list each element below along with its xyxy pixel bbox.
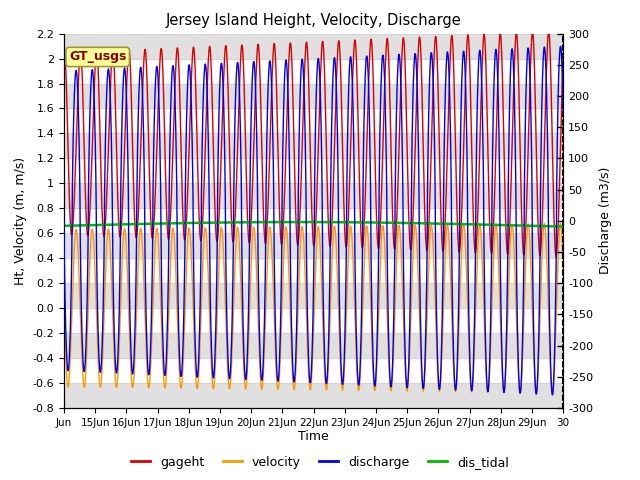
Bar	[64, 383, 563, 408]
X-axis label: Time: Time	[298, 431, 329, 444]
Bar	[64, 183, 563, 208]
Bar	[64, 84, 563, 108]
Bar	[64, 133, 563, 158]
Text: GT_usgs: GT_usgs	[69, 50, 126, 63]
Bar	[64, 333, 563, 358]
Y-axis label: Ht, Velocity (m, m/s): Ht, Velocity (m, m/s)	[14, 157, 27, 285]
Legend: gageht, velocity, discharge, dis_tidal: gageht, velocity, discharge, dis_tidal	[126, 451, 514, 474]
Bar	[64, 233, 563, 258]
Bar	[64, 34, 563, 59]
Bar	[64, 283, 563, 308]
Y-axis label: Discharge (m3/s): Discharge (m3/s)	[599, 167, 612, 275]
Title: Jersey Island Height, Velocity, Discharge: Jersey Island Height, Velocity, Discharg…	[166, 13, 461, 28]
